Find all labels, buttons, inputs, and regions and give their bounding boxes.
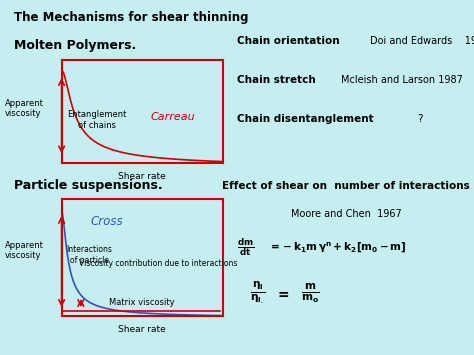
- Text: $\mathbf{= -k_1 m\,\gamma^n + k_2[m_0 - m]}$: $\mathbf{= -k_1 m\,\gamma^n + k_2[m_0 - …: [268, 240, 406, 254]
- Text: ?: ?: [417, 114, 423, 124]
- Text: Chain disentanglement: Chain disentanglement: [237, 114, 374, 124]
- Text: Chain orientation: Chain orientation: [237, 36, 340, 45]
- Text: Doi and Edwards    1978: Doi and Edwards 1978: [370, 36, 474, 45]
- Text: Apparent
viscosity: Apparent viscosity: [5, 241, 44, 260]
- Text: $\mathbf{\frac{dm}{dt}}$: $\mathbf{\frac{dm}{dt}}$: [237, 236, 255, 258]
- Text: Entanglement
of chains: Entanglement of chains: [67, 110, 127, 130]
- Text: Cross: Cross: [91, 215, 123, 228]
- Text: Mcleish and Larson 1987: Mcleish and Larson 1987: [341, 75, 463, 84]
- Text: Viscosity contribution due to interactions: Viscosity contribution due to interactio…: [79, 259, 237, 268]
- Text: Shear rate: Shear rate: [118, 325, 166, 334]
- Text: Shear rate: Shear rate: [118, 172, 166, 181]
- Text: Interactions
of particle: Interactions of particle: [66, 245, 112, 265]
- Text: $\mathbf{\frac{m}{m_o}}$: $\mathbf{\frac{m}{m_o}}$: [301, 281, 320, 305]
- Text: Matrix viscosity: Matrix viscosity: [109, 297, 175, 307]
- Text: The Mechanisms for shear thinning: The Mechanisms for shear thinning: [14, 11, 249, 24]
- Text: Molten Polymers.: Molten Polymers.: [14, 39, 137, 52]
- Text: Carreau: Carreau: [150, 112, 195, 122]
- Text: Chain stretch: Chain stretch: [237, 75, 316, 84]
- Text: Effect of shear on  number of interactions: Effect of shear on number of interaction…: [222, 181, 470, 191]
- Text: Moore and Chen  1967: Moore and Chen 1967: [291, 209, 401, 219]
- Text: Particle suspensions.: Particle suspensions.: [14, 179, 163, 192]
- Text: $\mathbf{\frac{\eta_i}{\eta_{i_{\bf .}}}}$: $\mathbf{\frac{\eta_i}{\eta_{i_{\bf .}}}…: [250, 279, 266, 306]
- Text: $\mathbf{=}$: $\mathbf{=}$: [274, 286, 290, 300]
- Text: Apparent
viscosity: Apparent viscosity: [5, 99, 44, 118]
